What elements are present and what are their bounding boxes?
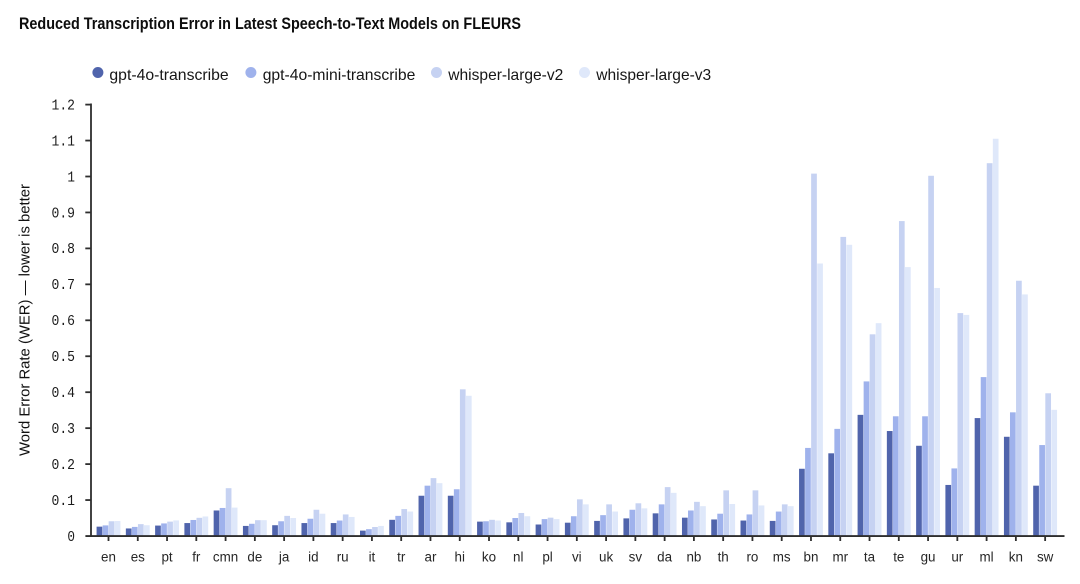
svg-text:0.3: 0.3 [52, 421, 76, 438]
svg-text:nl: nl [513, 549, 523, 564]
svg-text:en: en [101, 549, 116, 564]
svg-text:mr: mr [832, 549, 848, 564]
svg-text:pt: pt [161, 549, 172, 564]
svg-text:sw: sw [1037, 549, 1054, 564]
svg-text:ja: ja [278, 549, 290, 564]
svg-text:0.5: 0.5 [52, 349, 76, 366]
svg-text:sv: sv [629, 549, 643, 564]
svg-text:da: da [657, 549, 672, 564]
svg-text:ur: ur [951, 549, 963, 564]
svg-text:kn: kn [1009, 549, 1023, 564]
svg-text:gu: gu [921, 549, 936, 564]
svg-text:th: th [718, 549, 729, 564]
svg-text:Word Error Rate (WER) — lower: Word Error Rate (WER) — lower is better [18, 184, 34, 456]
svg-text:ms: ms [773, 549, 791, 564]
svg-text:vi: vi [572, 549, 582, 564]
svg-text:0: 0 [67, 529, 75, 546]
svg-text:0.4: 0.4 [52, 385, 76, 402]
svg-text:1.2: 1.2 [52, 97, 76, 114]
svg-text:nb: nb [686, 549, 701, 564]
svg-text:0.9: 0.9 [52, 205, 76, 222]
svg-text:it: it [369, 549, 376, 564]
svg-text:ar: ar [425, 549, 437, 564]
svg-text:cmn: cmn [213, 549, 238, 564]
svg-text:ml: ml [980, 549, 994, 564]
svg-text:id: id [308, 549, 318, 564]
svg-text:ru: ru [337, 549, 349, 564]
svg-text:whisper-large-v3: whisper-large-v3 [595, 67, 711, 84]
svg-text:te: te [893, 549, 904, 564]
svg-text:0.1: 0.1 [52, 493, 76, 510]
svg-text:whisper-large-v2: whisper-large-v2 [447, 67, 563, 84]
svg-text:de: de [247, 549, 262, 564]
svg-text:gpt-4o-transcribe: gpt-4o-transcribe [109, 67, 228, 84]
svg-text:ta: ta [864, 549, 876, 564]
svg-text:es: es [131, 549, 145, 564]
svg-text:0.6: 0.6 [52, 313, 76, 330]
svg-text:1: 1 [67, 169, 75, 186]
svg-text:0.8: 0.8 [52, 241, 76, 258]
svg-text:bn: bn [804, 549, 819, 564]
svg-text:gpt-4o-mini-transcribe: gpt-4o-mini-transcribe [263, 67, 416, 84]
svg-text:hi: hi [455, 549, 465, 564]
svg-text:fr: fr [192, 549, 201, 564]
svg-text:ro: ro [746, 549, 758, 564]
svg-text:ko: ko [482, 549, 496, 564]
svg-text:pl: pl [542, 549, 552, 564]
svg-text:uk: uk [599, 549, 613, 564]
svg-text:0.2: 0.2 [52, 457, 76, 474]
svg-text:1.1: 1.1 [52, 133, 76, 150]
svg-text:0.7: 0.7 [52, 277, 76, 294]
svg-text:tr: tr [397, 549, 406, 564]
svg-text:Reduced Transcription Error in: Reduced Transcription Error in Latest Sp… [19, 14, 521, 33]
